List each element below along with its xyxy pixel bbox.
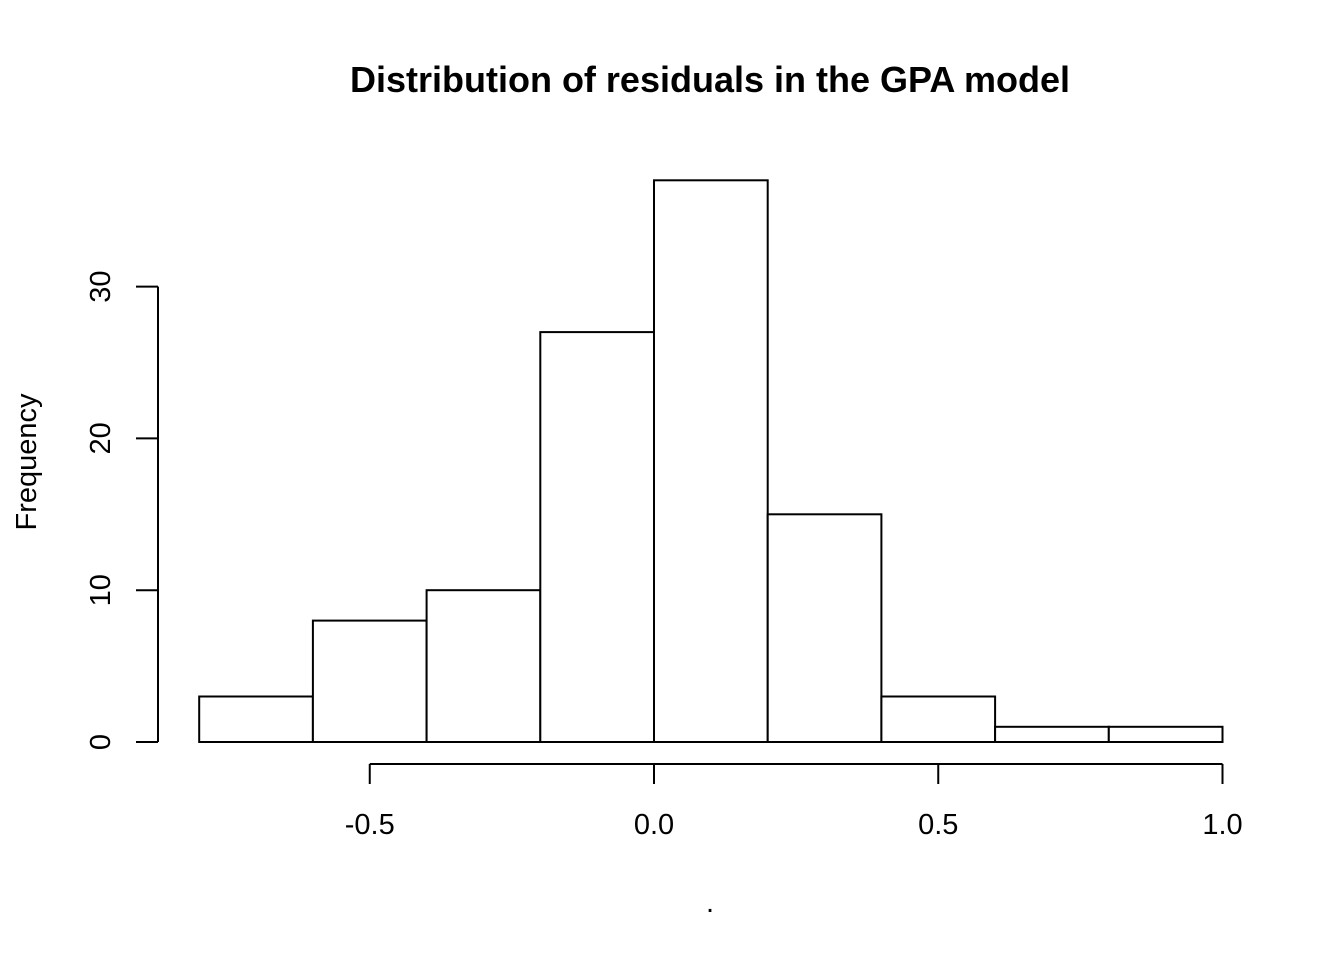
x-tick-label: 0.0 [634,809,674,841]
x-axis-label: . [706,887,714,919]
x-axis: -0.5 0.0 0.5 1.0 [345,763,1243,841]
x-tick-label: 1.0 [1202,809,1242,841]
y-tick-label: 10 [85,574,117,606]
chart-title: Distribution of residuals in the GPA mod… [350,59,1070,100]
y-tick-label: 0 [85,734,117,750]
histogram-bar-5 [766,513,883,743]
histogram-bar-6 [880,695,997,743]
y-tick-label: 30 [85,270,117,302]
x-tick-label: -0.5 [345,809,395,841]
histogram-bar-8 [1107,725,1224,743]
histogram-bars [198,179,1224,744]
x-tick-label: 0.5 [918,809,958,841]
histogram-bar-2 [425,589,542,744]
y-axis-label: Frequency [11,393,43,531]
histogram-bar-0 [198,695,314,743]
histogram-bar-4 [653,179,769,744]
histogram-bar-1 [311,619,428,743]
y-tick-label: 20 [85,422,117,454]
y-axis: 0 10 20 30 [85,270,159,750]
histogram-bar-3 [539,331,655,743]
histogram-bar-7 [994,725,1110,743]
